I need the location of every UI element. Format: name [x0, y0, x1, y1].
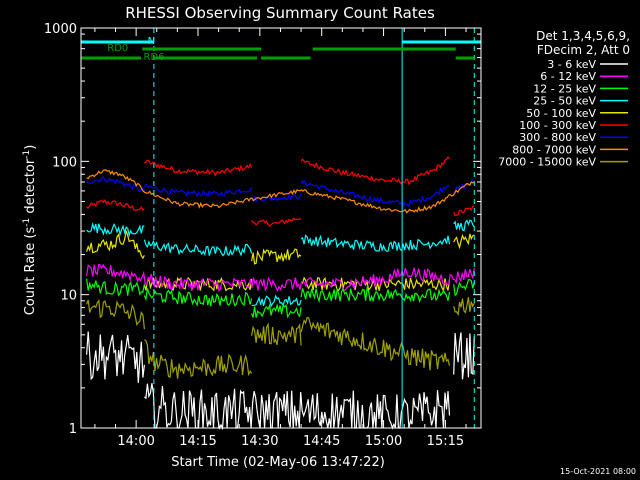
curve-segment: [86, 263, 475, 293]
series-100-300-keV-curve: [86, 156, 475, 227]
curve-segment: [453, 279, 475, 297]
legend-entry-label: 3 - 6 keV: [547, 58, 596, 71]
curve-segment: [144, 159, 253, 177]
series-800-7000-keV-curve: [86, 169, 475, 214]
curve-segment: [86, 298, 145, 330]
tick-marks: [81, 27, 481, 429]
legend-entry-label: 800 - 7000 keV: [512, 143, 596, 156]
plot-frame: [80, 27, 482, 429]
flag-bars: N RD0 RD6: [81, 36, 481, 63]
series-7000-15000-keV-curve: [86, 297, 475, 379]
legend-header: Det 1,3,4,5,6,9,: [536, 29, 630, 43]
curve-segment: [251, 322, 302, 346]
x-axis-tick-labels: 14:00 14:15 14:30 14:45 15:00 15:15: [117, 434, 464, 449]
curve-segment: [453, 297, 475, 317]
series-12-25-keV-curve: [86, 278, 475, 319]
x-axis-label: Start Time (02-May-06 13:47:22): [171, 455, 385, 470]
x-tick-label: 14:15: [179, 434, 216, 449]
curve-segment: [86, 230, 145, 260]
curve-segment: [300, 156, 450, 186]
flag-label-rd0: RD0: [107, 43, 128, 54]
legend-entry-label: 25 - 50 keV: [533, 95, 596, 108]
curve-segment: [86, 198, 145, 212]
legend-entry-label: 300 - 800 keV: [519, 131, 596, 144]
curve-segment: [143, 239, 253, 257]
x-tick-label: 14:30: [241, 434, 278, 449]
curve-segment: [251, 294, 302, 308]
curve-segment: [300, 178, 450, 208]
curve-segment: [251, 303, 302, 319]
curve-segment: [453, 233, 475, 250]
curve-segment: [143, 288, 253, 308]
curve-segment: [86, 278, 145, 297]
x-tick-label: 15:00: [365, 434, 402, 449]
data-curves: [86, 156, 475, 431]
y-tick-label: 1: [69, 422, 77, 437]
flag-label-rd6: RD6: [144, 52, 165, 63]
legend-entry-label: 100 - 300 keV: [519, 119, 596, 132]
legend-header: FDecim 2, Att 0: [537, 43, 630, 57]
y-tick-label: 10: [60, 289, 77, 304]
curve-segment: [86, 169, 475, 214]
series-6-12-keV-curve: [86, 263, 475, 293]
y-tick-label: 1000: [44, 22, 77, 37]
chart-title: RHESSI Observing Summary Count Rates: [125, 4, 435, 22]
curve-segment: [300, 316, 451, 371]
curve-segment: [453, 205, 475, 217]
flag-label-n: N: [148, 36, 155, 47]
curve-segment: [143, 183, 253, 198]
curve-segment: [300, 286, 451, 304]
curve-segment: [453, 219, 475, 232]
legend-entry-label: 7000 - 15000 keV: [498, 156, 596, 169]
x-tick-label: 15:15: [427, 434, 464, 449]
x-tick-label: 14:00: [117, 434, 154, 449]
curve-segment: [86, 175, 145, 192]
curve-segment: [251, 217, 302, 227]
y-tick-label: 100: [52, 155, 77, 170]
footer-date: 15-Oct-2021 08:00: [560, 467, 636, 476]
curve-segment: [251, 248, 302, 265]
curve-segment: [453, 332, 475, 380]
legend-entry-label: 50 - 100 keV: [526, 107, 596, 120]
legend: Det 1,3,4,5,6,9,FDecim 2, Att 03 - 6 keV…: [498, 29, 630, 169]
x-tick-label: 14:45: [303, 434, 340, 449]
y-axis-label: Count Rate (s-1 detector-1): [22, 145, 38, 316]
curve-segment: [86, 221, 145, 238]
curve-segment: [300, 234, 451, 253]
legend-entry-label: 6 - 12 keV: [540, 70, 596, 83]
curve-segment: [86, 331, 145, 383]
series-25-50-keV-curve: [86, 219, 475, 308]
curve-segment: [144, 339, 253, 379]
legend-entry-label: 12 - 25 keV: [533, 82, 596, 95]
y-axis-tick-labels: 1 10 100 1000: [44, 22, 77, 437]
